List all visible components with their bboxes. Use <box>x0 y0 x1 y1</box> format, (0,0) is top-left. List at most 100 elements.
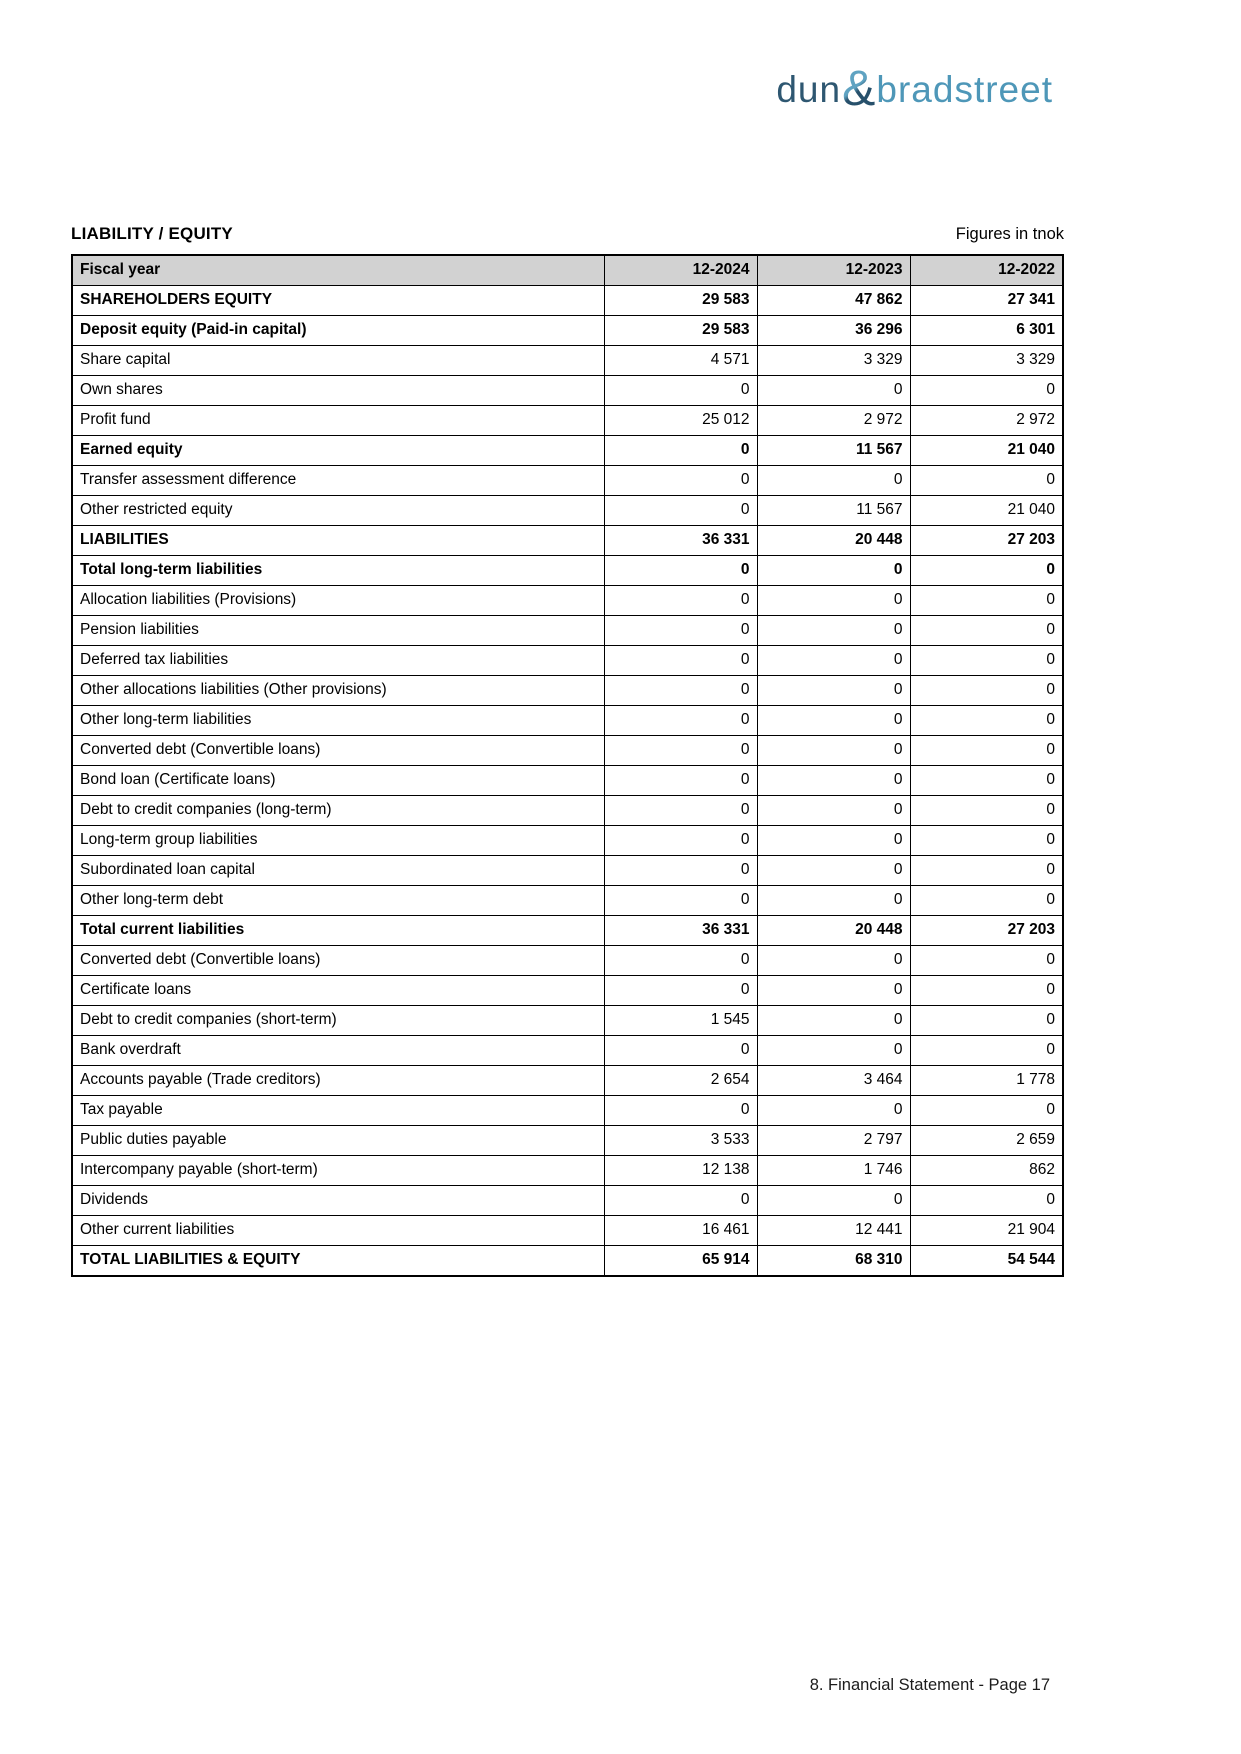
row-value: 0 <box>603 435 758 466</box>
row-value: 0 <box>756 1035 911 1066</box>
row-label: Deposit equity (Paid-in capital) <box>71 315 605 346</box>
page-footer: 8. Financial Statement - Page 17 <box>809 1676 1050 1694</box>
row-value: 12 441 <box>756 1215 911 1246</box>
column-header-fiscal-year: Fiscal year <box>71 254 605 286</box>
table-row: Total current liabilities 36 331 20 448 … <box>71 915 1064 946</box>
page-title: LIABILITY / EQUITY <box>71 224 233 243</box>
row-value: 0 <box>603 1185 758 1216</box>
row-label: Converted debt (Convertible loans) <box>71 735 605 766</box>
row-value: 0 <box>909 825 1064 856</box>
table-row: Other restricted equity 0 11 567 21 040 <box>71 495 1064 526</box>
row-value: 0 <box>603 1035 758 1066</box>
table-row: Share capital 4 571 3 329 3 329 <box>71 345 1064 376</box>
title-row: LIABILITY / EQUITY Figures in tnok <box>71 224 1064 244</box>
row-label: Tax payable <box>71 1095 605 1126</box>
row-value: 0 <box>909 585 1064 616</box>
row-value: 0 <box>603 825 758 856</box>
table-row: Bank overdraft 0 0 0 <box>71 1035 1064 1066</box>
table-header: Fiscal year 12-2024 12-2023 12-2022 <box>71 254 1064 286</box>
table-row: Other long-term debt 0 0 0 <box>71 885 1064 916</box>
table-row: Deposit equity (Paid-in capital) 29 583 … <box>71 315 1064 346</box>
row-value: 0 <box>603 855 758 886</box>
row-label: Debt to credit companies (short-term) <box>71 1005 605 1036</box>
row-value: 68 310 <box>756 1245 911 1277</box>
logo-ampersand-icon: & <box>842 60 876 116</box>
figures-unit-note: Figures in tnok <box>955 225 1064 243</box>
row-value: 27 203 <box>909 525 1064 556</box>
row-value: 0 <box>909 1185 1064 1216</box>
row-value: 0 <box>909 465 1064 496</box>
table-row: Pension liabilities 0 0 0 <box>71 615 1064 646</box>
row-value: 25 012 <box>603 405 758 436</box>
row-value: 4 571 <box>603 345 758 376</box>
row-value: 2 654 <box>603 1065 758 1096</box>
row-label: Other current liabilities <box>71 1215 605 1246</box>
row-value: 0 <box>603 585 758 616</box>
row-value: 29 583 <box>603 315 758 346</box>
row-value: 3 329 <box>756 345 911 376</box>
row-value: 21 040 <box>909 435 1064 466</box>
row-value: 65 914 <box>603 1245 758 1277</box>
row-value: 0 <box>603 765 758 796</box>
row-label: Converted debt (Convertible loans) <box>71 945 605 976</box>
row-value: 0 <box>756 1005 911 1036</box>
row-value: 0 <box>756 945 911 976</box>
row-value: 0 <box>909 675 1064 706</box>
row-value: 0 <box>756 885 911 916</box>
row-value: 0 <box>909 555 1064 586</box>
row-value: 0 <box>909 945 1064 976</box>
table-row: Long-term group liabilities 0 0 0 <box>71 825 1064 856</box>
row-value: 0 <box>909 1005 1064 1036</box>
row-label: Accounts payable (Trade creditors) <box>71 1065 605 1096</box>
row-value: 6 301 <box>909 315 1064 346</box>
row-label: Other restricted equity <box>71 495 605 526</box>
table-row: Total long-term liabilities 0 0 0 <box>71 555 1064 586</box>
row-value: 2 972 <box>756 405 911 436</box>
table-row: Earned equity 0 11 567 21 040 <box>71 435 1064 466</box>
row-label: Pension liabilities <box>71 615 605 646</box>
row-value: 0 <box>603 885 758 916</box>
row-value: 1 545 <box>603 1005 758 1036</box>
row-label: Earned equity <box>71 435 605 466</box>
row-value: 0 <box>909 1035 1064 1066</box>
dun-and-bradstreet-logo: dun & bradstreet <box>776 60 1053 116</box>
row-value: 11 567 <box>756 435 911 466</box>
row-value: 0 <box>909 705 1064 736</box>
row-value: 0 <box>756 375 911 406</box>
row-value: 0 <box>603 1095 758 1126</box>
row-value: 0 <box>909 885 1064 916</box>
row-label: Public duties payable <box>71 1125 605 1156</box>
table-row: Public duties payable 3 533 2 797 2 659 <box>71 1125 1064 1156</box>
row-label: Share capital <box>71 345 605 376</box>
table-row: Dividends 0 0 0 <box>71 1185 1064 1216</box>
row-value: 0 <box>603 375 758 406</box>
table-row: Other long-term liabilities 0 0 0 <box>71 705 1064 736</box>
row-label: Subordinated loan capital <box>71 855 605 886</box>
logo-text-bradstreet: bradstreet <box>876 69 1053 110</box>
row-value: 0 <box>603 555 758 586</box>
row-value: 0 <box>756 465 911 496</box>
table-row: Own shares 0 0 0 <box>71 375 1064 406</box>
row-label: Own shares <box>71 375 605 406</box>
row-value: 0 <box>603 495 758 526</box>
row-value: 2 797 <box>756 1125 911 1156</box>
row-value: 54 544 <box>909 1245 1064 1277</box>
row-label: TOTAL LIABILITIES & EQUITY <box>71 1245 605 1277</box>
row-value: 0 <box>909 795 1064 826</box>
row-value: 0 <box>756 645 911 676</box>
row-value: 11 567 <box>756 495 911 526</box>
row-value: 0 <box>756 675 911 706</box>
row-label: SHAREHOLDERS EQUITY <box>71 285 605 316</box>
row-label: Intercompany payable (short-term) <box>71 1155 605 1186</box>
row-value: 36 296 <box>756 315 911 346</box>
column-header-12-2023: 12-2023 <box>756 254 911 286</box>
row-value: 21 904 <box>909 1215 1064 1246</box>
row-value: 0 <box>756 705 911 736</box>
table-row: Intercompany payable (short-term) 12 138… <box>71 1155 1064 1186</box>
row-value: 0 <box>909 975 1064 1006</box>
row-value: 0 <box>603 465 758 496</box>
column-header-12-2024: 12-2024 <box>603 254 758 286</box>
row-value: 36 331 <box>603 525 758 556</box>
table-row: TOTAL LIABILITIES & EQUITY 65 914 68 310… <box>71 1245 1064 1277</box>
